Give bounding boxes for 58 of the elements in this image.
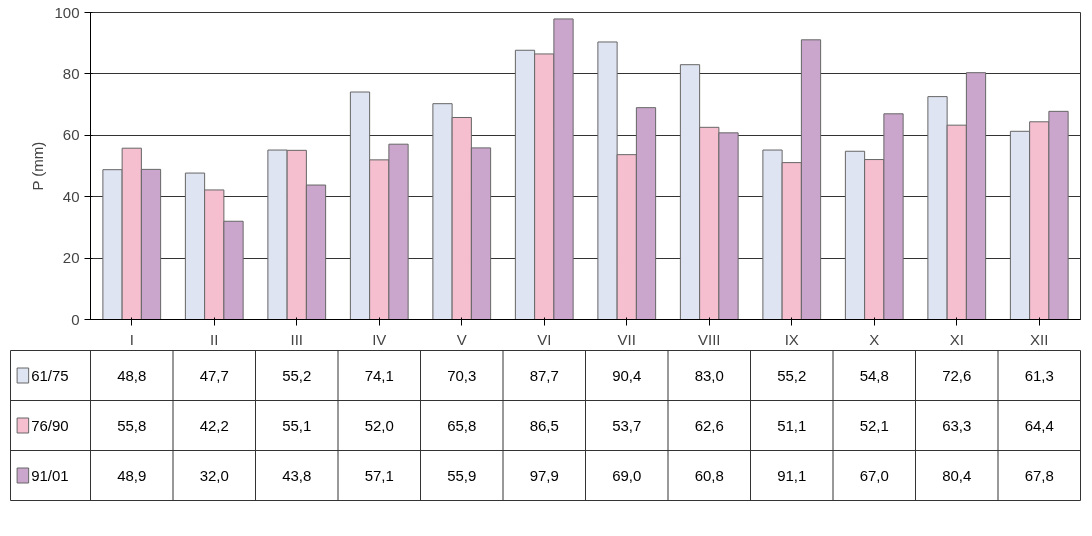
data-label: 91,1 [777,466,807,484]
data-label: 57,1 [364,466,394,484]
y-tick-label: 40 [62,187,80,205]
data-label: 64,4 [1024,416,1054,434]
data-label: 48,8 [117,366,147,384]
x-tick-label: XI [949,330,964,348]
y-axis-title: P (mm) [29,141,47,191]
data-label: 43,8 [282,466,312,484]
data-label: 69,0 [612,466,642,484]
x-tick-label: V [456,330,467,348]
data-label: 54,8 [859,366,889,384]
legend-label: 91/01 [31,467,69,484]
y-tick-label: 0 [71,310,80,328]
data-label: 52,0 [364,416,394,434]
data-label: 60,8 [694,466,724,484]
y-tick-label: 60 [62,126,80,144]
y-tick-label: 100 [54,3,80,21]
data-label: 55,8 [117,416,147,434]
x-tick-label: VIII [698,330,721,348]
data-label: 53,7 [612,416,642,434]
data-label: 70,3 [447,366,477,384]
data-label: 72,6 [942,366,972,384]
legend-label: 61/75 [31,367,69,384]
data-label: 87,7 [529,366,559,384]
data-label: 83,0 [694,366,724,384]
data-label: 62,6 [694,416,724,434]
x-tick-label: X [869,330,880,348]
data-label: 61,3 [1024,366,1054,384]
x-tick-label: IV [372,330,387,348]
data-label: 90,4 [612,366,642,384]
data-label: 55,1 [282,416,312,434]
data-label: 55,2 [777,366,807,384]
data-label: 55,9 [447,466,477,484]
data-label: 52,1 [859,416,889,434]
x-tick-label: II [210,330,219,348]
data-label: 55,2 [282,366,312,384]
legend-label: 76/90 [31,417,69,434]
data-label: 80,4 [942,466,972,484]
data-label: 51,1 [777,416,807,434]
data-label: 86,5 [529,416,559,434]
data-label: 47,7 [199,366,229,384]
x-tick-label: I [129,330,134,348]
data-label: 42,2 [199,416,229,434]
data-label: 63,3 [942,416,972,434]
y-tick-label: 20 [62,249,80,267]
data-label: 32,0 [199,466,229,484]
x-tick-label: III [290,330,304,348]
data-label: 74,1 [364,366,394,384]
x-tick-label: VI [537,330,552,348]
data-label: 67,8 [1024,466,1054,484]
data-label: 65,8 [447,416,477,434]
data-label: 67,0 [859,466,889,484]
data-label: 48,9 [117,466,147,484]
data-label: 97,9 [529,466,559,484]
x-tick-label: IX [784,330,799,348]
x-tick-label: VII [617,330,636,348]
y-tick-label: 80 [62,64,80,82]
x-tick-label: XII [1030,330,1049,348]
